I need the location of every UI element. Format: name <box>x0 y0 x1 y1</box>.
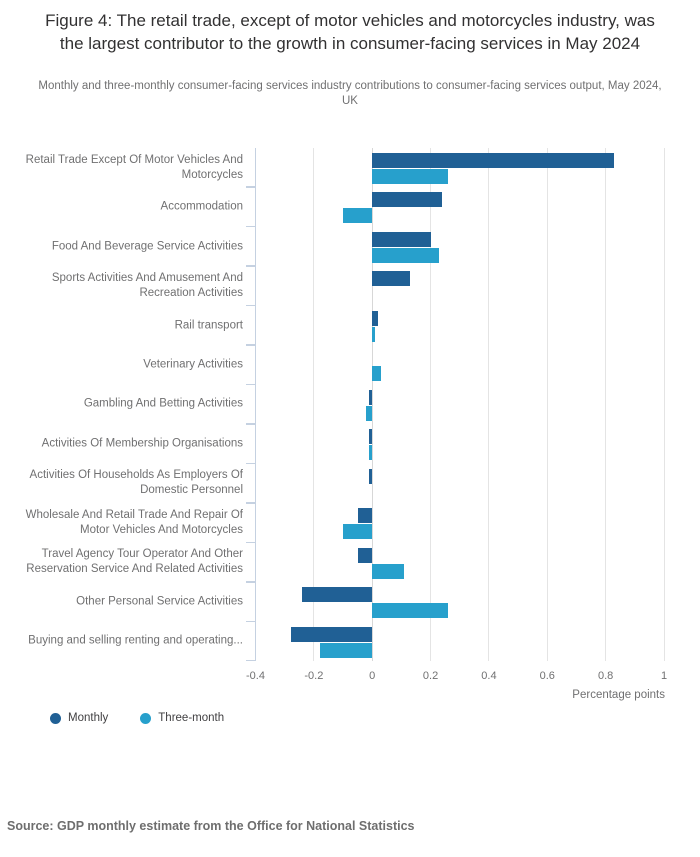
gridline <box>371 148 373 661</box>
bar-monthly[interactable] <box>302 587 373 603</box>
y-axis-tick <box>245 659 256 662</box>
y-axis-tick <box>245 344 256 346</box>
bar-three-month[interactable] <box>372 563 405 579</box>
y-axis-tick <box>245 620 256 623</box>
bar-monthly[interactable] <box>290 626 373 642</box>
bar-monthly[interactable] <box>357 547 373 563</box>
y-axis-tick <box>245 541 256 544</box>
legend-item-three-month[interactable]: Three-month <box>140 712 224 724</box>
figure-subtitle: Monthly and three-monthly consumer-facin… <box>38 80 662 107</box>
category-label: Activities Of Households As Employers Of… <box>29 469 243 497</box>
legend-label-monthly: Monthly <box>68 712 109 724</box>
figure-title: Figure 4: The retail trade, except of mo… <box>45 11 655 53</box>
bar-chart: Retail Trade Except Of Motor Vehicles An… <box>0 148 700 708</box>
gridline <box>313 148 315 661</box>
bar-three-month[interactable] <box>343 208 373 224</box>
bar-three-month[interactable] <box>366 405 373 421</box>
bar-monthly[interactable] <box>372 310 379 326</box>
y-axis-tick <box>245 186 256 188</box>
bar-monthly[interactable] <box>357 508 373 524</box>
legend-item-monthly[interactable]: Monthly <box>50 712 108 724</box>
bar-three-month[interactable] <box>372 169 449 184</box>
bar-monthly[interactable] <box>372 153 615 168</box>
bar-three-month[interactable] <box>372 326 376 342</box>
category-label: Gambling And Betting Activities <box>83 397 243 410</box>
x-axis-tick-label: 0.8 <box>597 670 614 682</box>
y-axis-tick <box>245 502 256 504</box>
category-label: Wholesale And Retail Trade And Repair Of… <box>25 508 243 536</box>
category-label: Activities Of Membership Organisations <box>41 437 243 450</box>
bar-three-month[interactable] <box>369 445 373 461</box>
category-label: Travel Agency Tour Operator And Other Re… <box>26 548 243 576</box>
category-label: Retail Trade Except Of Motor Vehicles An… <box>25 153 243 181</box>
y-axis-tick <box>245 423 256 425</box>
source-note: Source: GDP monthly estimate from the Of… <box>7 819 415 833</box>
category-label: Accommodation <box>160 200 243 213</box>
legend: Monthly Three-month <box>50 712 224 724</box>
bar-three-month[interactable] <box>319 642 373 658</box>
monthly-series-dot-icon <box>50 712 61 724</box>
x-axis-title: Percentage points <box>572 689 665 701</box>
x-axis-tick-label: -0.2 <box>304 670 324 682</box>
category-label: Food And Beverage Service Activities <box>51 240 243 253</box>
bar-monthly[interactable] <box>372 231 431 247</box>
x-axis-tick-label: 0.2 <box>422 670 439 682</box>
category-label: Sports Activities And Amusement And Recr… <box>51 272 243 300</box>
bar-three-month[interactable] <box>372 247 440 263</box>
y-axis-tick <box>245 225 256 228</box>
y-axis-tick <box>245 462 256 465</box>
y-axis-tick <box>245 304 256 307</box>
gridline <box>546 148 548 661</box>
category-label: Veterinary Activities <box>143 358 243 371</box>
gridline <box>605 148 607 661</box>
legend-label-three-month: Three-month <box>158 712 225 724</box>
bar-three-month[interactable] <box>343 524 373 540</box>
bar-monthly[interactable] <box>372 271 411 287</box>
y-axis-tick <box>245 581 256 583</box>
gridline <box>663 148 665 661</box>
y-axis-tick <box>245 265 256 267</box>
bar-three-month[interactable] <box>372 366 381 382</box>
gridline <box>430 148 432 661</box>
bar-monthly[interactable] <box>372 192 443 208</box>
y-axis-tick <box>245 383 256 386</box>
x-axis-tick-label: -0.4 <box>246 670 265 682</box>
bar-three-month[interactable] <box>372 603 449 619</box>
plot-area: Retail Trade Except Of Motor Vehicles An… <box>0 148 700 662</box>
x-axis-tick-label: 0 <box>369 670 376 682</box>
bar-monthly[interactable] <box>369 429 373 445</box>
gridline <box>488 148 490 661</box>
x-axis-tick-label: 1 <box>660 670 668 682</box>
x-axis-tick-label: 0.4 <box>481 670 497 682</box>
x-axis-tick-label: 0.6 <box>539 670 555 682</box>
y-axis-line <box>254 148 257 661</box>
category-label: Buying and selling renting and operating… <box>28 634 243 647</box>
category-label: Other Personal Service Activities <box>76 595 243 608</box>
bar-monthly[interactable] <box>369 389 373 405</box>
category-label: Rail transport <box>174 319 243 332</box>
three-month-series-dot-icon <box>140 712 152 724</box>
bar-monthly[interactable] <box>369 468 373 484</box>
